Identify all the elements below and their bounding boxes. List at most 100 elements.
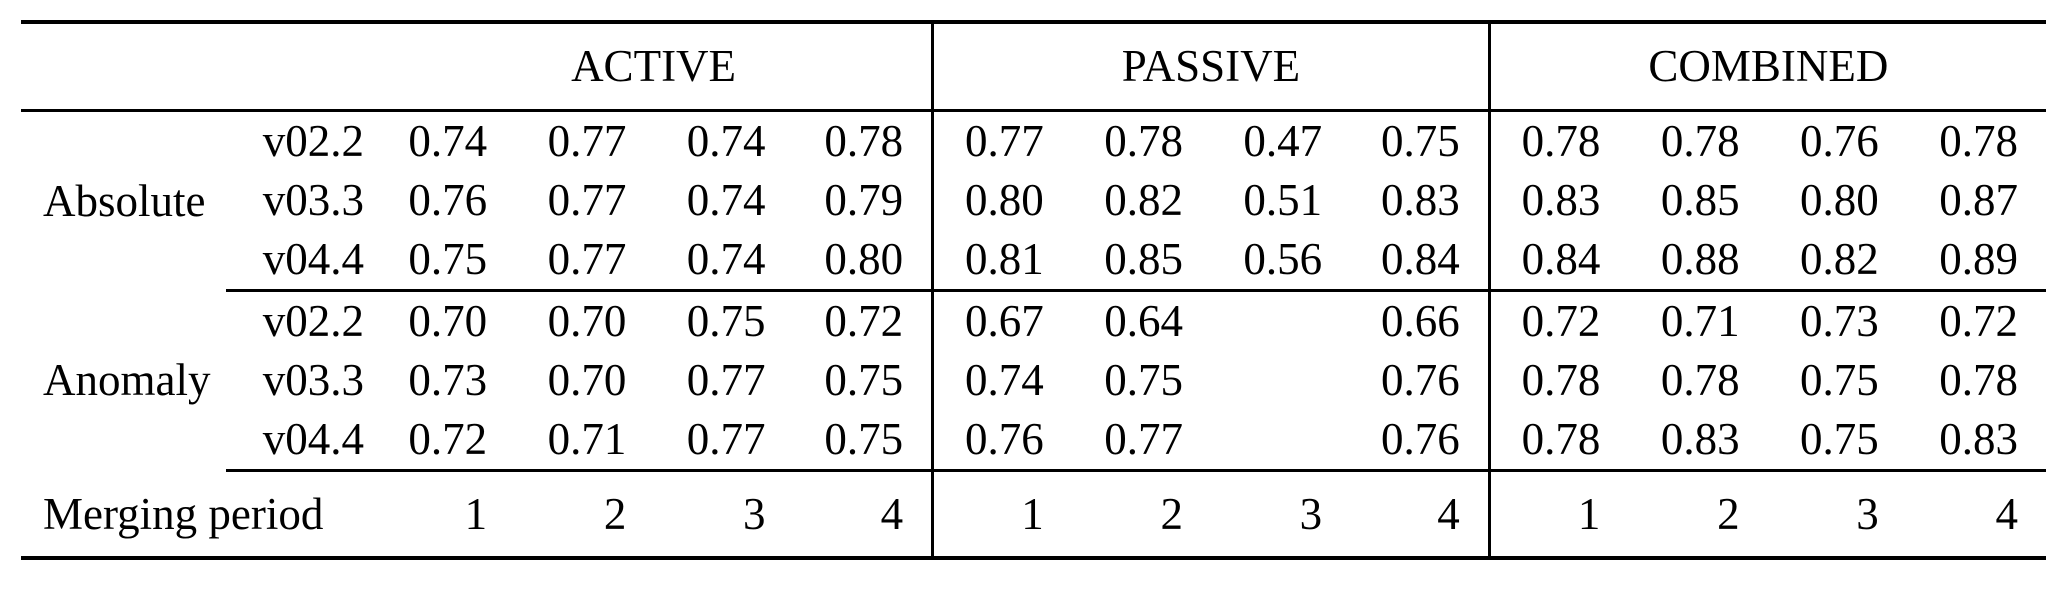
value-cell: 0.80 (1799, 175, 1879, 225)
results-table: ACTIVE PASSIVE COMBINED Absolute v02.2 0… (21, 20, 2046, 560)
row-group-label-anomaly: Anomaly (43, 355, 211, 405)
value-cell-empty (1211, 290, 1350, 350)
value-cell: 0.47 (1243, 115, 1323, 166)
value-cell: 0.78 (1939, 115, 2018, 166)
value-cell: 0.76 (931, 410, 1072, 472)
value-cell: 0.73 (408, 355, 488, 405)
value-cell: 0.74 (654, 230, 794, 292)
period-cell: 4 (880, 488, 904, 539)
value-cell: 0.77 (515, 230, 655, 292)
header-spacer (21, 22, 376, 112)
value-cell: 0.75 (1767, 410, 1907, 472)
table-row: v03.3 0.76 0.77 0.74 0.79 0.80 0.82 0.51… (21, 170, 2046, 230)
value-cell: 0.85 (1071, 230, 1211, 292)
value-cell: 0.78 (1939, 355, 2018, 405)
value-cell: 0.78 (1487, 110, 1629, 170)
value-cell: 0.81 (931, 230, 1072, 292)
section-header-active: ACTIVE (376, 22, 933, 112)
value-cell: 0.76 (1799, 115, 1879, 166)
value-cell: 0.77 (654, 410, 794, 472)
period-cell: 2 (603, 488, 627, 539)
value-cell: 0.73 (1799, 295, 1879, 346)
value-cell: 0.89 (1906, 230, 2046, 292)
value-cell: 0.70 (547, 295, 627, 346)
value-cell: 0.77 (547, 115, 627, 166)
value-cell: 0.78 (1660, 115, 1740, 166)
table-row: v04.4 0.75 0.77 0.74 0.80 0.81 0.85 0.56… (21, 230, 2046, 292)
value-cell: 0.71 (1660, 295, 1740, 346)
table-row: Absolute v02.2 0.74 0.77 0.74 0.78 0.77 … (21, 110, 2046, 226)
version-cell: v03.3 (262, 355, 364, 405)
value-cell: 0.83 (1381, 175, 1460, 225)
value-cell: 0.80 (793, 230, 933, 292)
value-cell: 0.71 (515, 410, 655, 472)
value-cell: 0.77 (1071, 410, 1211, 472)
version-cell: v02.2 (262, 115, 364, 166)
table-row: v04.4 0.72 0.71 0.77 0.75 0.76 0.77 0.76… (21, 410, 2046, 472)
table-row: v03.3 0.73 0.70 0.77 0.75 0.74 0.75 0.76… (21, 350, 2046, 410)
value-cell: 0.83 (1487, 170, 1629, 230)
value-cell: 0.84 (1487, 230, 1629, 292)
value-cell: 0.51 (1243, 175, 1323, 225)
value-cell: 0.74 (686, 175, 766, 225)
value-cell-empty (1211, 350, 1350, 410)
value-cell: 0.67 (931, 290, 1072, 350)
period-cell: 1 (931, 470, 1072, 558)
value-cell: 0.72 (824, 295, 904, 346)
value-cell: 0.66 (1381, 295, 1460, 346)
version-cell: v04.4 (226, 230, 376, 292)
value-cell: 0.88 (1628, 230, 1768, 292)
version-cell: v04.4 (226, 410, 376, 472)
period-cell: 2 (1160, 488, 1183, 539)
row-group-label-absolute: Absolute (43, 175, 206, 226)
period-cell: 1 (464, 488, 488, 539)
value-cell: 0.64 (1104, 295, 1183, 346)
table-header-row: ACTIVE PASSIVE COMBINED (21, 22, 2046, 112)
period-cell: 3 (1856, 488, 1879, 539)
value-cell: 0.78 (1104, 115, 1183, 166)
value-cell: 0.76 (1381, 355, 1460, 405)
merging-period-row: Merging period 1 2 3 4 1 2 3 4 1 2 3 4 (21, 470, 2046, 558)
value-cell: 0.75 (824, 355, 904, 405)
value-cell: 0.74 (931, 350, 1072, 410)
period-cell: 3 (1299, 488, 1323, 539)
value-cell: 0.79 (824, 175, 904, 225)
value-cell: 0.77 (686, 355, 766, 405)
value-cell: 0.78 (1487, 410, 1629, 472)
period-cell: 3 (742, 488, 766, 539)
value-cell: 0.72 (376, 410, 516, 472)
footer-label: Merging period (43, 488, 324, 539)
value-cell: 0.74 (686, 115, 766, 166)
value-cell: 0.76 (1350, 410, 1490, 472)
version-cell: v03.3 (262, 175, 364, 225)
value-cell: 0.83 (1906, 410, 2046, 472)
value-cell: 0.78 (1487, 350, 1629, 410)
value-cell: 0.76 (408, 175, 488, 225)
value-cell: 0.77 (547, 175, 627, 225)
period-cell: 2 (1717, 488, 1740, 539)
period-cell: 4 (1437, 488, 1460, 539)
value-cell: 0.83 (1628, 410, 1768, 472)
value-cell: 0.87 (1939, 175, 2018, 225)
value-cell: 0.75 (1381, 115, 1460, 166)
value-cell: 0.72 (1487, 290, 1629, 350)
value-cell: 0.82 (1767, 230, 1907, 292)
value-cell: 0.70 (408, 295, 488, 346)
value-cell: 0.75 (376, 230, 516, 292)
version-cell: v02.2 (262, 295, 364, 346)
value-cell: 0.77 (931, 110, 1072, 170)
section-header-passive: PASSIVE (931, 22, 1490, 112)
value-cell: 0.82 (1104, 175, 1183, 225)
value-cell: 0.78 (1660, 355, 1740, 405)
value-cell: 0.85 (1660, 175, 1740, 225)
value-cell: 0.75 (1104, 355, 1183, 405)
value-cell: 0.78 (824, 115, 904, 166)
value-cell: 0.84 (1350, 230, 1490, 292)
value-cell: 0.75 (686, 295, 766, 346)
value-cell: 0.74 (408, 115, 488, 166)
value-cell: 0.56 (1210, 230, 1351, 292)
value-cell: 0.75 (1799, 355, 1879, 405)
section-header-combined: COMBINED (1487, 22, 2046, 112)
value-cell: 0.75 (793, 410, 933, 472)
